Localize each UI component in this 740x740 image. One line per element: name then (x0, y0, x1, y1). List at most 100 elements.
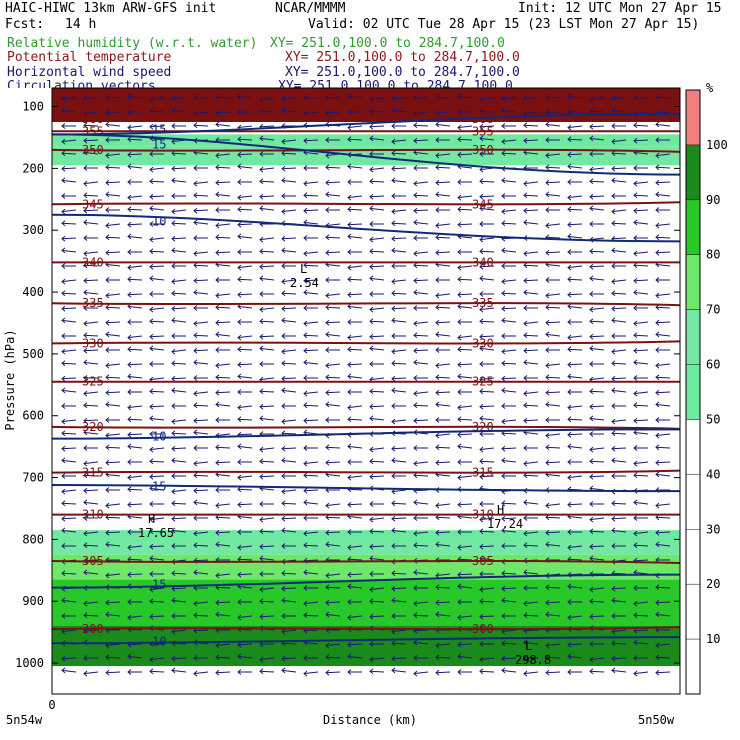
field-theta-xy: XY= 251.0,100.0 to 284.7,100.0 (285, 50, 520, 65)
wind-vector (105, 96, 121, 99)
wind-vector (567, 153, 583, 156)
wind-vector-head (369, 501, 374, 507)
theta-contour (51, 340, 681, 345)
wind-vector-head (171, 500, 176, 507)
wind-vector-head (303, 192, 308, 199)
wind-vector-head (281, 500, 286, 507)
field-wind-xy: XY= 251.0,100.0 to 284.7,100.0 (285, 65, 520, 80)
wind-vector-head (545, 121, 550, 128)
wind-vector (589, 307, 605, 311)
wind-vector (215, 96, 231, 99)
wind-vector (237, 655, 253, 659)
wind-vector-head (369, 291, 374, 297)
wind-vector (171, 377, 187, 380)
wind-vector (457, 363, 473, 366)
extremum-value: 17.65 (138, 526, 174, 540)
wind-vector-head (567, 373, 572, 380)
wind-vector-head (303, 305, 308, 311)
rh-fill-layer (52, 88, 680, 694)
wind-vector-head (589, 221, 594, 227)
wind-vector (303, 349, 319, 352)
wind-vector (391, 279, 407, 283)
wind-vector-head (149, 108, 154, 115)
wind-vector (281, 489, 297, 493)
wind-vector-head (567, 416, 572, 423)
wind-vector (501, 599, 517, 603)
wind-vector-head (149, 166, 154, 173)
wind-vector (457, 235, 473, 239)
wind-vector-head (83, 429, 88, 436)
y-tick-label: 800 (22, 532, 44, 546)
wind-vector (457, 585, 473, 589)
wind-vector (479, 347, 495, 351)
wind-vector (655, 391, 671, 394)
wind-vector (325, 193, 341, 197)
colorbar-tick-label: 10 (706, 632, 720, 646)
wind-vector-head (501, 613, 506, 619)
wind-vector-head (501, 305, 506, 312)
wind-vector-head (567, 389, 572, 395)
wind-vector-head (237, 571, 242, 578)
wind-vector-head (215, 487, 220, 493)
wind-vector (611, 669, 627, 673)
wind-vector-head (589, 446, 594, 453)
wind-vector (171, 179, 187, 183)
rh-band (52, 134, 680, 147)
wind-vector (281, 502, 297, 505)
wind-vector-head (105, 599, 110, 606)
wind-vector (347, 235, 363, 239)
wind-vector-head (479, 345, 484, 352)
wind-vector-head (501, 138, 506, 145)
wind-vector (655, 321, 671, 324)
wind-vector-head (545, 277, 550, 283)
wind-vector-head (61, 488, 66, 495)
wind-vector-head (83, 600, 88, 607)
wind-vector (171, 657, 187, 660)
wind-vector (127, 655, 143, 659)
wind-vector (281, 432, 297, 435)
wind-vector-head (83, 499, 88, 506)
wind-vector-head (435, 362, 440, 369)
wind-vector (523, 291, 539, 295)
wind-vector-head (567, 233, 572, 240)
wind-vector-head (611, 305, 616, 312)
wind-vector-head (105, 207, 110, 213)
wind-vector-head (83, 375, 88, 381)
wind-vector-head (237, 474, 242, 481)
wind-vector (479, 557, 495, 561)
theta-label: 330 (82, 336, 104, 350)
wind-vector (501, 349, 517, 353)
wind-vector-head (391, 208, 396, 215)
wind-vector (567, 293, 583, 296)
wind-vector (369, 195, 385, 198)
valid-time: Valid: 02 UTC Tue 28 Apr 15 (23 LST Mon … (308, 17, 700, 32)
wind-vector (215, 123, 231, 127)
y-tick-label: 200 (22, 161, 44, 175)
wind-vector-head (303, 375, 308, 381)
wind-vector-head (391, 360, 396, 367)
wind-vector-head (303, 137, 308, 144)
wind-vector-head (303, 460, 308, 467)
wind-vector (589, 417, 605, 421)
wind-vector-head (545, 599, 550, 606)
wind-vector (391, 489, 407, 493)
wind-vector (611, 307, 627, 310)
wind-vector (369, 335, 385, 338)
wind-vector (457, 558, 473, 561)
wind-vector (523, 404, 539, 407)
wind-vector-head (523, 530, 528, 537)
wind-vector-head (259, 415, 264, 422)
wind-vector-head (149, 501, 154, 507)
wind-vector (523, 181, 539, 185)
wind-vector-head (259, 345, 264, 352)
wind-vector-head (171, 193, 176, 199)
wind-vector (149, 207, 165, 211)
wind-vector (83, 531, 99, 535)
wind-vector (633, 419, 649, 422)
wind-vector (83, 501, 99, 505)
wind-vector-head (281, 278, 286, 285)
wind-vector (83, 279, 99, 282)
wind-vector-head (523, 262, 528, 269)
wind-vector (325, 251, 341, 254)
wind-vector-head (303, 289, 308, 296)
